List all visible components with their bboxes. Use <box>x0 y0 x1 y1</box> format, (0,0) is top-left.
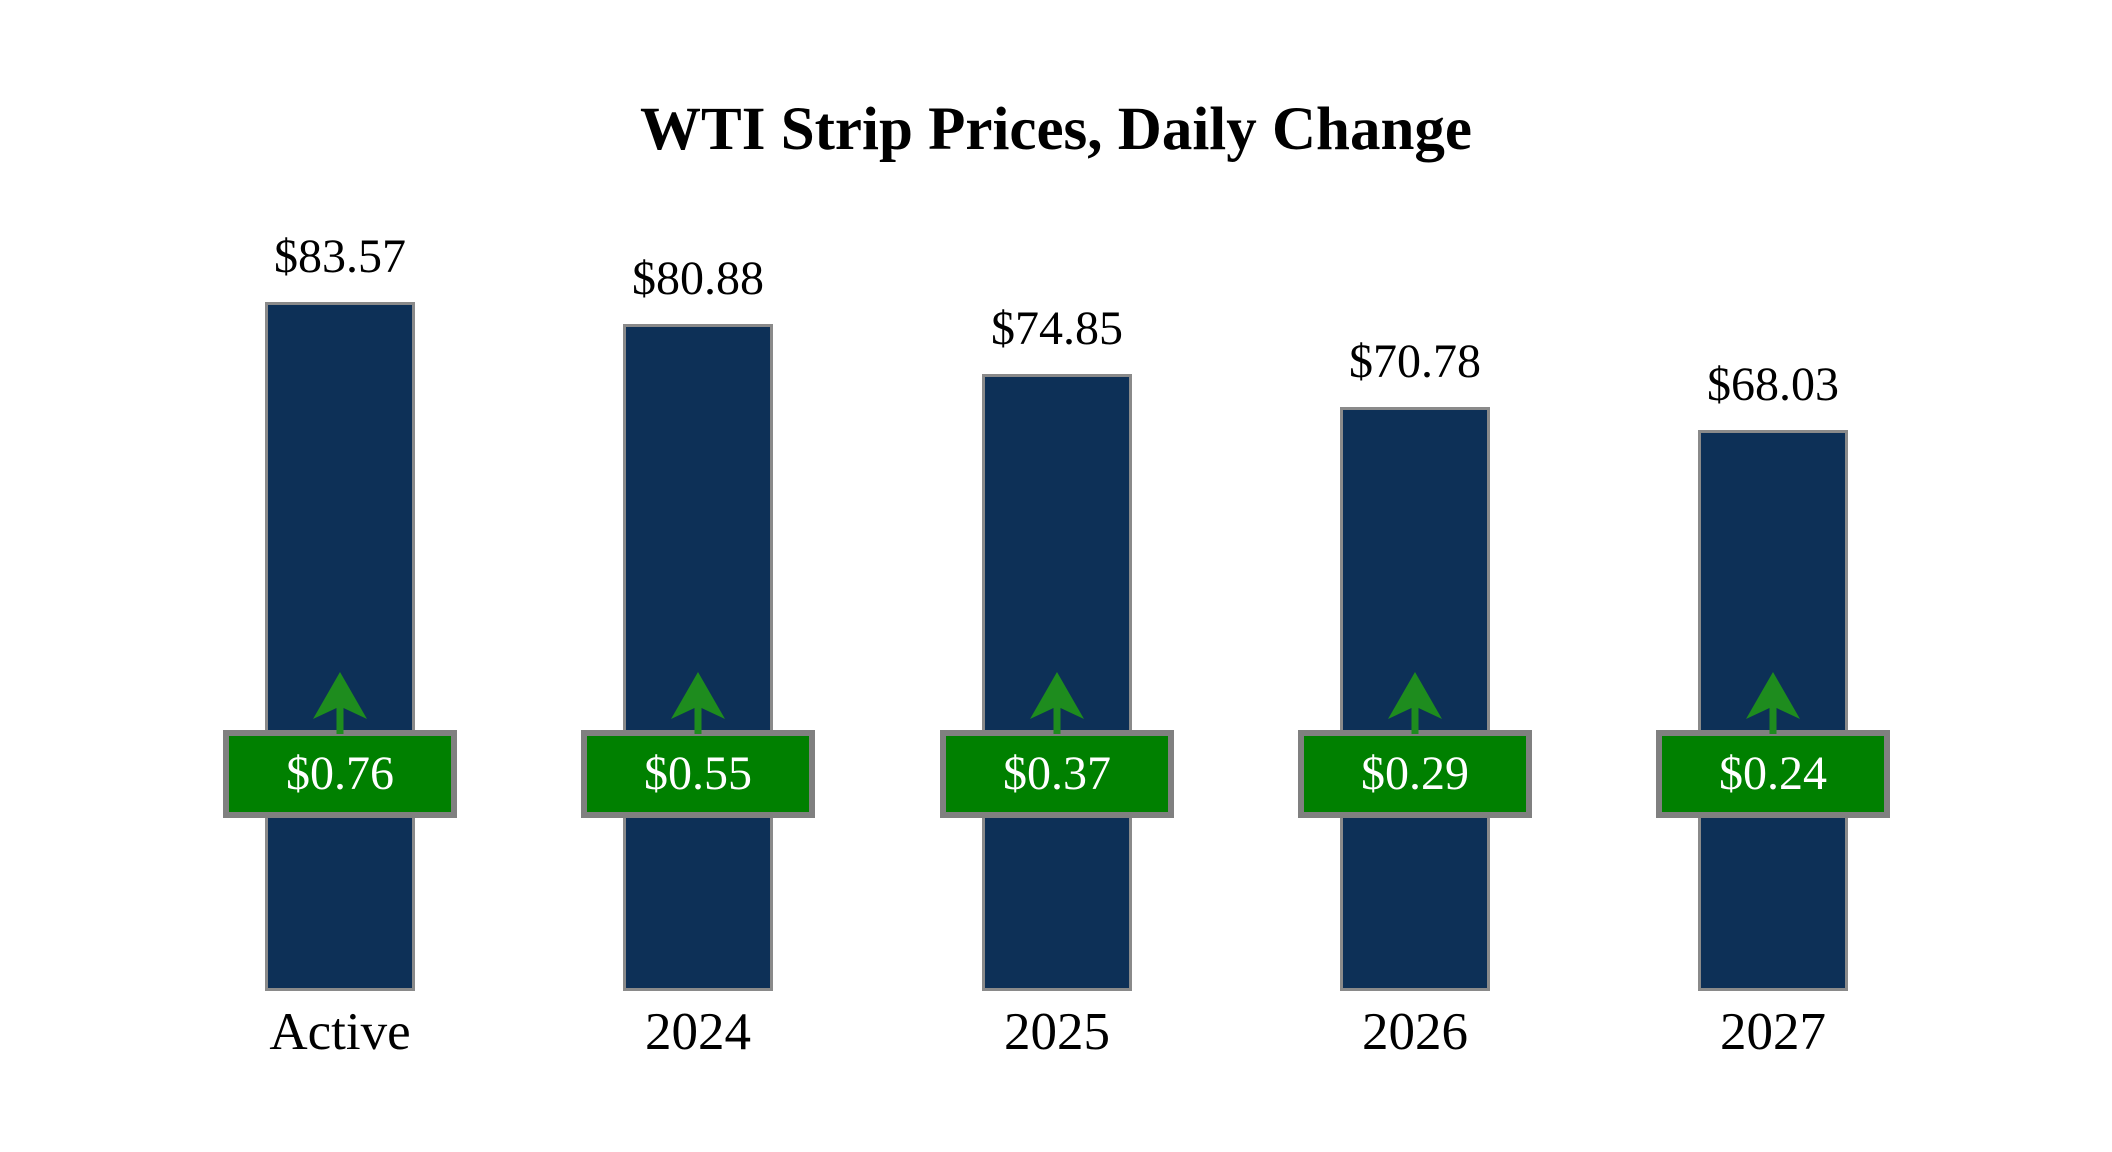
up-arrow-glyph <box>1746 672 1800 734</box>
change-badge: $0.24 <box>1656 730 1890 818</box>
category-label: 2026 <box>1362 1003 1468 1061</box>
category-label: 2027 <box>1720 1003 1826 1061</box>
change-badge: $0.55 <box>581 730 815 818</box>
bar-group: $70.78 $0.29 2026 <box>1248 0 1582 1152</box>
up-arrow-icon <box>1030 672 1084 734</box>
up-arrow-glyph <box>671 672 725 734</box>
bar-group: $80.88 $0.55 2024 <box>531 0 865 1152</box>
bar-group: $74.85 $0.37 2025 <box>890 0 1224 1152</box>
bar <box>623 324 773 991</box>
chart-title: WTI Strip Prices, Daily Change <box>640 96 1472 163</box>
change-badge: $0.37 <box>940 730 1174 818</box>
change-badge: $0.29 <box>1298 730 1532 818</box>
bar <box>265 302 415 991</box>
category-label: 2025 <box>1004 1003 1110 1061</box>
price-label: $74.85 <box>991 302 1123 355</box>
change-badge-label: $0.29 <box>1361 747 1469 800</box>
up-arrow-icon <box>671 672 725 734</box>
category-label: Active <box>269 1003 411 1061</box>
up-arrow-icon <box>313 672 367 734</box>
price-label: $80.88 <box>632 252 764 305</box>
up-arrow-glyph <box>1030 672 1084 734</box>
change-badge-label: $0.37 <box>1003 747 1111 800</box>
up-arrow-glyph <box>313 672 367 734</box>
bar-group: $83.57 $0.76 Active <box>173 0 507 1152</box>
category-label: 2024 <box>645 1003 751 1061</box>
price-label: $70.78 <box>1349 335 1481 388</box>
up-arrow-glyph <box>1388 672 1442 734</box>
up-arrow-icon <box>1746 672 1800 734</box>
change-badge: $0.76 <box>223 730 457 818</box>
change-badge-label: $0.24 <box>1719 747 1827 800</box>
price-label: $83.57 <box>274 230 406 283</box>
bar-group: $68.03 $0.24 2027 <box>1606 0 1940 1152</box>
price-label: $68.03 <box>1707 358 1839 411</box>
change-badge-label: $0.55 <box>644 747 752 800</box>
change-badge-label: $0.76 <box>286 747 394 800</box>
up-arrow-icon <box>1388 672 1442 734</box>
